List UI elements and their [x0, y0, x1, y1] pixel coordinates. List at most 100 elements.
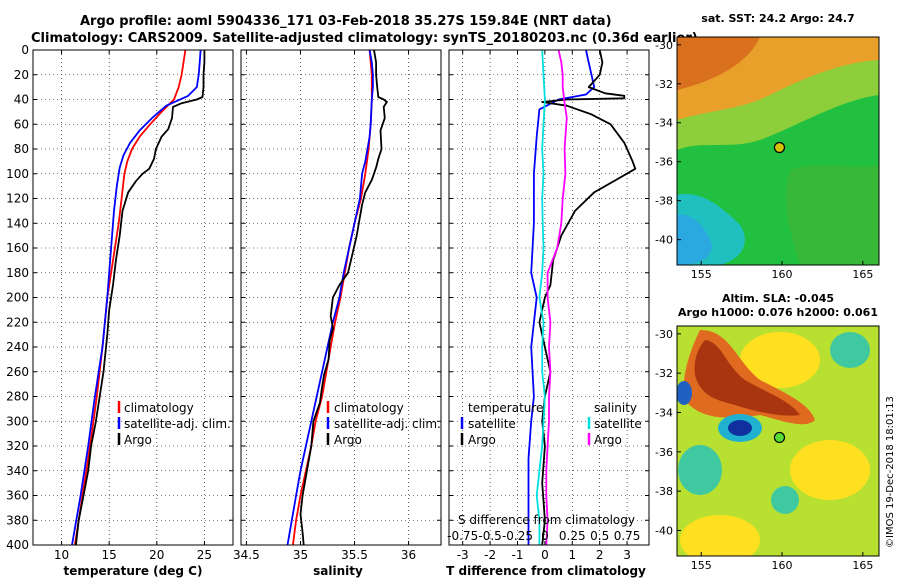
- sla-blob: [680, 515, 760, 556]
- legend-climatology: climatology: [124, 401, 194, 415]
- sst-green-region: [785, 165, 879, 265]
- x-tick-label: 15: [102, 548, 117, 562]
- map-y-label: -30: [655, 328, 673, 341]
- depth-tick-label: 300: [6, 414, 29, 428]
- x-tick-label: 10: [54, 548, 69, 562]
- imos-watermark: ©IMOS 19-Dec-2018 18:01:13: [885, 396, 896, 548]
- salinity-xlabel: salinity: [313, 564, 363, 578]
- depth-tick-label: 100: [6, 167, 29, 181]
- difference-panel: -3 -2 -1 0 1 2 3 T difference from climatology…: [446, 49, 650, 578]
- sst-map-ticks: 155 160 165 -30 -32 -34 -36 -38 -40: [655, 39, 873, 281]
- s-tick-label: 0.5: [590, 529, 609, 543]
- series-argo: [75, 50, 206, 545]
- difference-xlabel: T difference from climatology: [446, 564, 646, 578]
- sst-cold-core: [677, 214, 712, 265]
- sla-blob: [678, 445, 722, 495]
- depth-tick-label: 260: [6, 365, 29, 379]
- sst-hot-core: [677, 37, 760, 90]
- depth-tick-label: 40: [14, 93, 29, 107]
- depth-tick-label: 240: [6, 340, 29, 354]
- x-tick-label: 34.5: [233, 548, 260, 562]
- depth-tick-label: 280: [6, 390, 29, 404]
- map-x-label: 165: [852, 559, 873, 572]
- map-y-label: -38: [655, 485, 673, 498]
- depth-tick-label: 160: [6, 241, 29, 255]
- depth-tick-label: 380: [6, 513, 29, 527]
- s-tick-label: -0.75: [447, 529, 478, 543]
- sst-map-panel: sat. SST: 24.2 Argo: 24.7 155 160 165 -30 -3…: [655, 12, 880, 281]
- map-y-label: -32: [655, 78, 673, 91]
- x-tick-label: -3: [457, 548, 469, 562]
- sla-map-image: [677, 326, 879, 556]
- sla-blob: [740, 332, 820, 388]
- depth-tick-label: 80: [14, 142, 29, 156]
- legend-s-argo: Argo: [594, 433, 622, 447]
- map-y-label: -30: [655, 39, 673, 52]
- series-t-satellite: [527, 50, 596, 545]
- depth-tick-label: 220: [6, 315, 29, 329]
- sla-map-panel: Altim. SLA: -0.045 Argo h1000: 0.076 h20…: [655, 292, 880, 572]
- depth-tick-label: 320: [6, 439, 29, 453]
- map-y-label: -32: [655, 367, 673, 380]
- depth-tick-label: 200: [6, 291, 29, 305]
- x-tick-label: 35: [293, 548, 308, 562]
- difference-grid: [449, 49, 649, 546]
- s-tick-label: -0.25: [502, 529, 533, 543]
- x-tick-label: 20: [149, 548, 164, 562]
- salinity-series: [286, 50, 388, 545]
- sla-map-title: Altim. SLA: -0.045: [722, 292, 834, 305]
- map-x-label: 160: [772, 268, 793, 281]
- s-tick-label: -0.5: [478, 529, 501, 543]
- sla-high-core: [694, 340, 800, 416]
- map-y-label: -40: [655, 524, 673, 537]
- depth-tick-label: 340: [6, 464, 29, 478]
- map-y-label: -36: [655, 156, 673, 169]
- legend-satellite: satellite-adj. clim.: [334, 417, 441, 431]
- x-tick-label: 2: [596, 548, 604, 562]
- x-tick-label: 0: [541, 548, 549, 562]
- series-s-argo: [545, 50, 568, 545]
- legend-temperature-heading: temperature: [468, 401, 543, 415]
- sla-blob: [790, 440, 870, 500]
- difference-frame: [448, 49, 650, 546]
- difference-x-ticks: -3 -2 -1 0 1 2 3: [457, 50, 631, 562]
- sla-blob: [830, 332, 870, 368]
- difference-legend: temperature satellite Argo salinity sate…: [460, 401, 642, 447]
- map-y-label: -36: [655, 446, 673, 459]
- sla-blob: [771, 486, 799, 514]
- temperature-x-ticks: 10 15 20 25: [54, 50, 212, 562]
- map-x-label: 155: [691, 268, 712, 281]
- temperature-legend: climatology satellite-adj. clim. Argo: [117, 401, 231, 447]
- depth-tick-label: 120: [6, 192, 29, 206]
- salinity-diff-ticks: -0.75 -0.5 -0.25 0 0.25 0.5 0.75: [447, 529, 640, 543]
- temperature-series: [71, 50, 206, 545]
- map-y-label: -40: [655, 234, 673, 247]
- s-tick-label: 0.25: [559, 529, 586, 543]
- x-tick-label: -2: [484, 548, 496, 562]
- map-x-label: 155: [691, 559, 712, 572]
- sla-map-frame: [676, 325, 880, 557]
- difference-top-xlabel: S difference from climatology: [458, 513, 635, 527]
- sst-map-title: sat. SST: 24.2 Argo: 24.7: [701, 12, 854, 25]
- sla-low-edge: [677, 381, 692, 405]
- depth-axis-labels: 0 20 40 60 80 100 120 140 160 180 200 220 240 260 280 3…: [6, 43, 29, 552]
- series-s-satellite: [535, 50, 546, 545]
- series-satellite-adj-clim-: [71, 50, 202, 545]
- depth-tick-label: 400: [6, 538, 29, 552]
- legend-argo: Argo: [124, 433, 152, 447]
- series-argo: [299, 50, 388, 545]
- depth-tick-label: 180: [6, 266, 29, 280]
- x-tick-label: 3: [623, 548, 631, 562]
- s-tick-label: 0: [541, 529, 549, 543]
- depth-tick-label: 60: [14, 117, 29, 131]
- series-climatology: [74, 50, 187, 545]
- salinity-frame: [240, 49, 442, 546]
- sst-argo-marker: [773, 141, 786, 154]
- salinity-panel: 34.5 35 35.5 36 salinity climatology satell…: [233, 49, 442, 578]
- figure-title-line1: Argo profile: aoml 5904336_171 03-Feb-20…: [80, 14, 612, 29]
- legend-t-argo: Argo: [468, 433, 496, 447]
- depth-tick-label: 20: [14, 68, 29, 82]
- depth-tick-label: 140: [6, 216, 29, 230]
- legend-satellite: satellite-adj. clim.: [124, 417, 231, 431]
